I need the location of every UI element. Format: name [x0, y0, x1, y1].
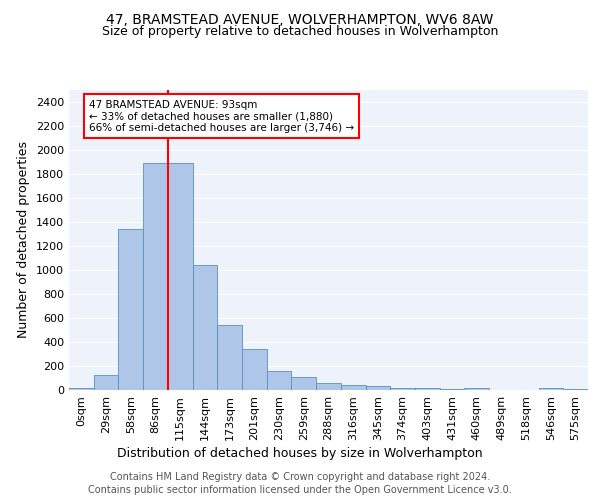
Bar: [390, 388, 415, 390]
Bar: [168, 163, 193, 390]
Bar: [440, 389, 464, 390]
Text: 47, BRAMSTEAD AVENUE, WOLVERHAMPTON, WV6 8AW: 47, BRAMSTEAD AVENUE, WOLVERHAMPTON, WV6…: [106, 12, 494, 26]
Bar: [69, 388, 94, 390]
Text: Contains HM Land Registry data © Crown copyright and database right 2024.: Contains HM Land Registry data © Crown c…: [110, 472, 490, 482]
Bar: [143, 163, 168, 390]
Text: Distribution of detached houses by size in Wolverhampton: Distribution of detached houses by size …: [117, 448, 483, 460]
Bar: [341, 385, 365, 390]
Bar: [539, 388, 563, 390]
Bar: [94, 375, 118, 390]
Text: Size of property relative to detached houses in Wolverhampton: Size of property relative to detached ho…: [102, 25, 498, 38]
Bar: [193, 264, 217, 390]
Bar: [118, 229, 143, 390]
Bar: [415, 388, 440, 390]
Bar: [365, 386, 390, 390]
Bar: [267, 371, 292, 390]
Bar: [217, 325, 242, 390]
Bar: [292, 377, 316, 390]
Text: 47 BRAMSTEAD AVENUE: 93sqm
← 33% of detached houses are smaller (1,880)
66% of s: 47 BRAMSTEAD AVENUE: 93sqm ← 33% of deta…: [89, 100, 354, 133]
Text: Contains public sector information licensed under the Open Government Licence v3: Contains public sector information licen…: [88, 485, 512, 495]
Y-axis label: Number of detached properties: Number of detached properties: [17, 142, 31, 338]
Bar: [316, 383, 341, 390]
Bar: [464, 388, 489, 390]
Bar: [242, 349, 267, 390]
